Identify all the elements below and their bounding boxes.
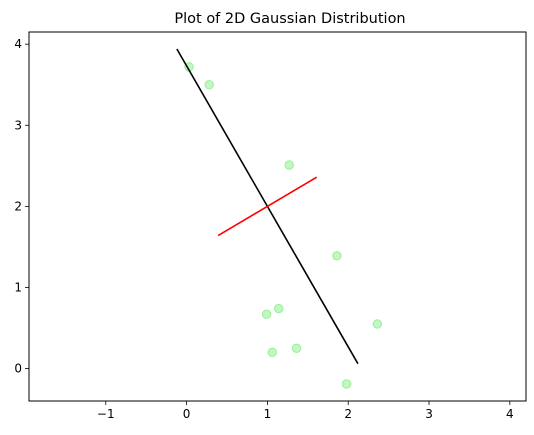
scatter-point	[372, 319, 383, 329]
y-axis: 0 1 2 3 4	[14, 37, 29, 376]
y-tick-label: 3	[14, 118, 22, 132]
scatter-point	[332, 251, 342, 261]
scatter-point	[261, 309, 272, 319]
scatter-point	[291, 343, 302, 353]
x-tick-label: 1	[264, 407, 272, 421]
x-tick-label: −1	[97, 407, 115, 421]
x-tick-label: 3	[425, 407, 433, 421]
scatter-point	[204, 80, 214, 90]
scatter-point	[341, 379, 352, 389]
scatter-point	[267, 347, 277, 358]
plot-marks	[176, 48, 383, 389]
scatter-point	[284, 160, 294, 170]
x-tick-label: 0	[183, 407, 191, 421]
chart-title: Plot of 2D Gaussian Distribution	[174, 11, 405, 27]
scatter-point	[274, 303, 284, 314]
x-tick-label: 2	[344, 407, 352, 421]
y-tick-label: 4	[14, 37, 22, 51]
y-tick-label: 0	[14, 362, 22, 376]
secondary-axis-line	[217, 176, 318, 237]
y-tick-label: 1	[14, 280, 22, 294]
x-axis: −1 0 1 2 3 4	[97, 401, 514, 421]
plot-frame	[28, 31, 527, 402]
x-tick-label: 4	[506, 407, 514, 421]
y-tick-label: 2	[14, 199, 22, 213]
